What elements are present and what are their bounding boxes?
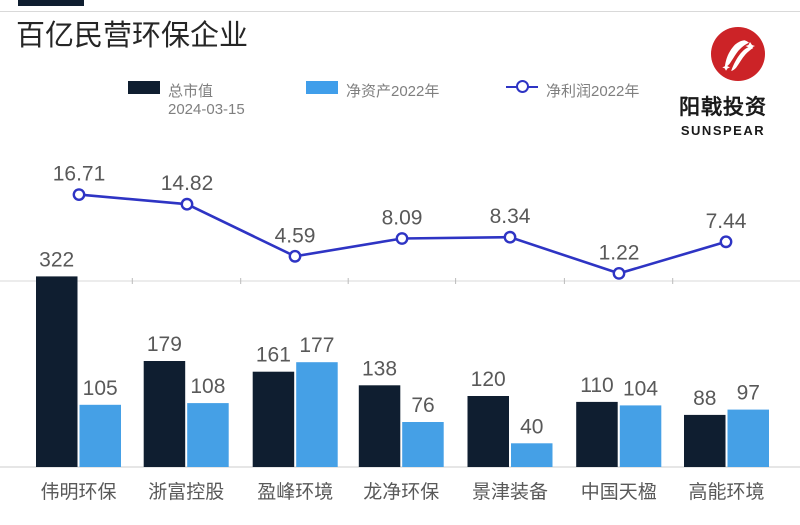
svg-text:104: 104 [623,377,658,400]
svg-text:322: 322 [39,248,74,271]
svg-text:伟明环保: 伟明环保 [40,481,116,503]
svg-text:105: 105 [83,377,118,400]
svg-text:1.22: 1.22 [599,241,640,264]
svg-text:浙富控股: 浙富控股 [148,481,224,503]
svg-text:龙净环保: 龙净环保 [363,481,439,503]
svg-text:7.44: 7.44 [706,210,747,233]
svg-text:16.71: 16.71 [53,163,106,186]
svg-text:76: 76 [411,394,434,417]
svg-text:110: 110 [580,374,613,397]
svg-text:8.34: 8.34 [490,205,531,228]
svg-text:97: 97 [737,382,760,405]
svg-text:177: 177 [299,334,334,357]
svg-text:高能环境: 高能环境 [688,481,764,503]
svg-text:120: 120 [471,368,506,391]
svg-text:4.59: 4.59 [275,224,316,247]
svg-text:108: 108 [190,375,225,398]
svg-text:138: 138 [362,357,397,380]
svg-text:8.09: 8.09 [382,207,423,230]
svg-text:161: 161 [256,344,291,367]
svg-text:景津装备: 景津装备 [472,481,548,503]
svg-text:中国天楹: 中国天楹 [581,481,657,503]
svg-text:盈峰环境: 盈峰环境 [257,481,333,503]
svg-text:14.82: 14.82 [161,172,214,195]
svg-text:40: 40 [520,415,543,438]
svg-text:88: 88 [693,387,716,410]
svg-text:179: 179 [147,333,182,356]
